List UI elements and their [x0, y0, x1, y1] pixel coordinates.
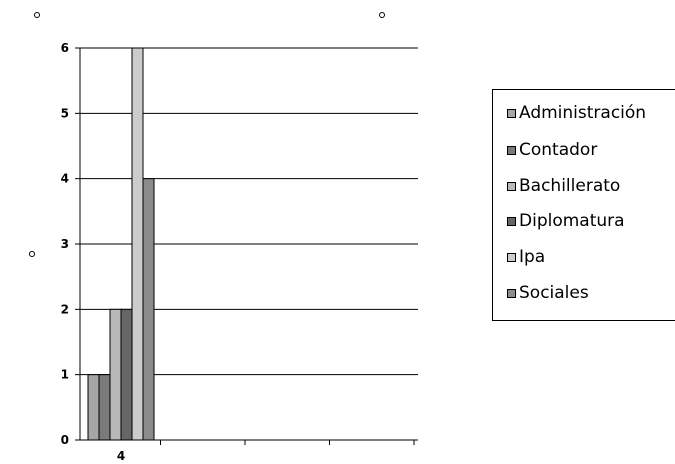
legend-label: Diplomatura: [519, 211, 625, 231]
legend-label: Ipa: [519, 247, 546, 267]
x-tick-label: 4: [117, 449, 125, 463]
legend-item: Ipa: [507, 247, 545, 267]
bar-contador: [98, 374, 111, 441]
legend-item: Bachillerato: [507, 176, 620, 196]
legend: Administración Contador Bachillerato Diplom…: [492, 89, 675, 321]
selection-handle-left[interactable]: [29, 251, 35, 257]
y-tick-label: 6: [61, 41, 69, 55]
y-tick-label: 2: [61, 302, 69, 316]
axes: [75, 47, 418, 445]
legend-label: Bachillerato: [519, 176, 621, 196]
legend-label: Administración: [519, 103, 647, 123]
legend-swatch: [507, 216, 516, 226]
legend-swatch: [507, 145, 516, 155]
bar-sociales: [142, 178, 155, 441]
selection-handle-top-left[interactable]: [34, 12, 40, 18]
legend-label: Contador: [519, 140, 598, 160]
bar-ipa: [131, 47, 144, 441]
legend-swatch: [507, 288, 516, 298]
selection-handle-top-right[interactable]: [379, 12, 385, 18]
bar-administración: [87, 374, 100, 441]
legend-label: Sociales: [519, 283, 589, 303]
legend-swatch: [507, 108, 516, 118]
legend-item: Diplomatura: [507, 211, 625, 231]
y-tick-label: 5: [61, 106, 69, 120]
y-tick-label: 3: [61, 237, 69, 251]
y-tick-label: 1: [61, 368, 69, 382]
legend-swatch: [507, 252, 516, 262]
legend-swatch: [507, 181, 516, 191]
bar-bachillerato: [109, 308, 122, 441]
bar-diplomatura: [120, 308, 133, 441]
legend-item: Administración: [507, 103, 646, 123]
tick-labels: 0 1 2 3 4 5 6 4: [61, 41, 126, 463]
y-tick-label: 4: [61, 172, 69, 186]
y-tick-label: 0: [61, 433, 69, 447]
legend-item: Contador: [507, 140, 597, 160]
legend-item: Sociales: [507, 283, 589, 303]
